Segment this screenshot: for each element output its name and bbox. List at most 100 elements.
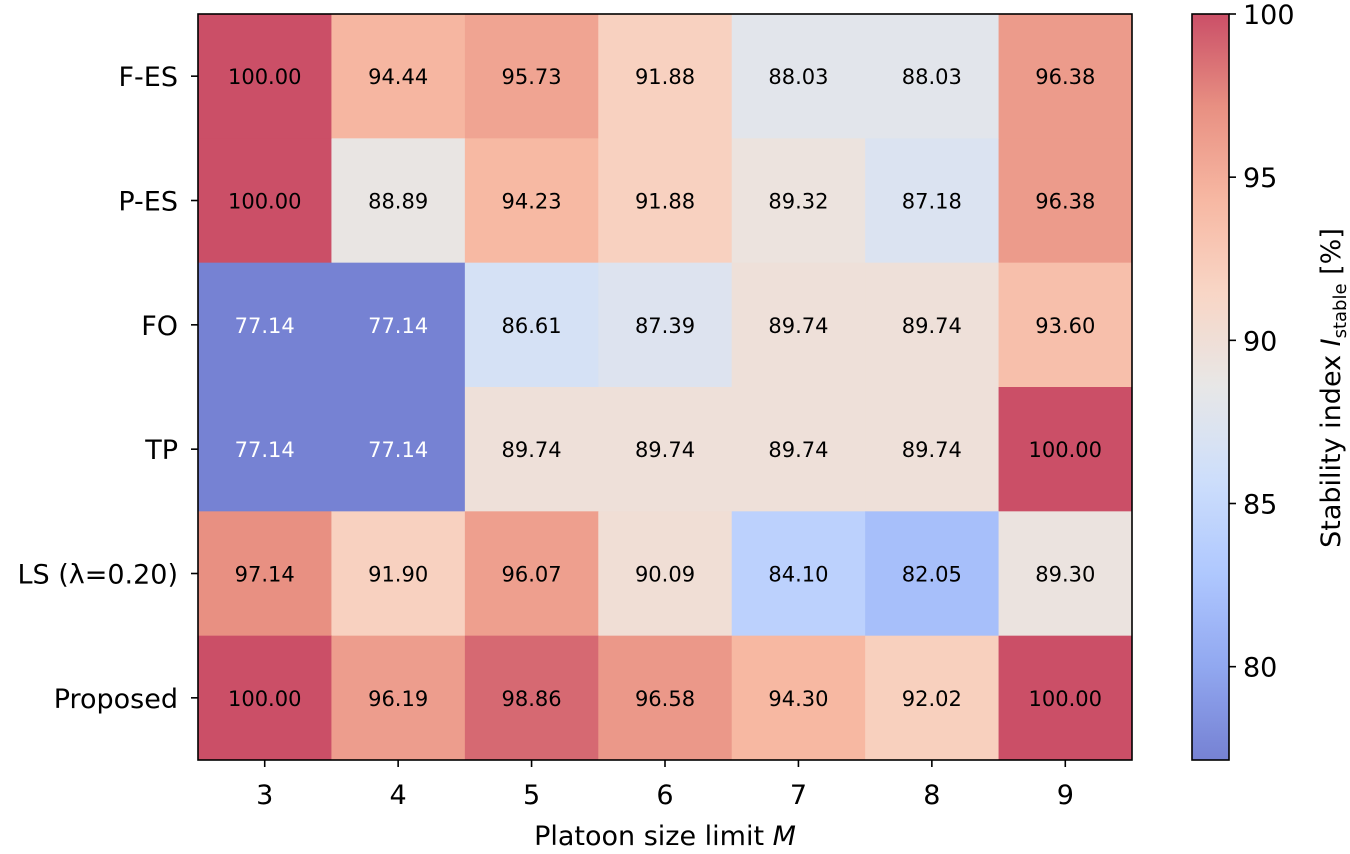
cell-value-label: 100.00 bbox=[228, 65, 301, 89]
colorbar-title: Stability index Istable [%] bbox=[1316, 228, 1350, 548]
cell-value-label: 100.00 bbox=[228, 687, 301, 711]
cell-value-label: 100.00 bbox=[228, 190, 301, 214]
heatmap-cell bbox=[464, 14, 599, 139]
x-tick-label: 3 bbox=[256, 780, 273, 811]
heatmap-cell bbox=[731, 262, 866, 388]
heatmap-cell bbox=[331, 387, 466, 512]
x-tick-label: 8 bbox=[923, 780, 940, 811]
cell-value-label: 94.44 bbox=[368, 65, 428, 89]
cell-value-label: 96.38 bbox=[1035, 65, 1095, 89]
cell-value-label: 89.74 bbox=[902, 314, 962, 338]
cell-value-label: 91.88 bbox=[635, 65, 695, 89]
cell-value-label: 77.14 bbox=[368, 438, 428, 462]
y-axis: F-ES P-ES FO TP LS (λ=0.20) Proposed bbox=[17, 62, 198, 715]
cell-value-label: 87.18 bbox=[902, 190, 962, 214]
cell-value-label: 88.89 bbox=[368, 190, 428, 214]
colorbar-tick-label: 95 bbox=[1243, 163, 1277, 194]
heatmap-cell bbox=[865, 138, 1000, 264]
cell-value-label: 89.30 bbox=[1035, 563, 1095, 587]
cell-value-label: 88.03 bbox=[902, 65, 962, 89]
heatmap-cell bbox=[731, 511, 866, 637]
heatmap-cell bbox=[464, 138, 599, 264]
heatmap-cell bbox=[731, 14, 866, 139]
cell-value-label: 77.14 bbox=[235, 438, 295, 462]
heatmap-cell bbox=[998, 14, 1133, 139]
x-tick-label: 4 bbox=[390, 780, 407, 811]
cell-value-label: 100.00 bbox=[1029, 438, 1102, 462]
cell-value-label: 89.74 bbox=[768, 438, 828, 462]
colorbar-tick-label: 80 bbox=[1243, 653, 1277, 684]
heatmap-cell bbox=[464, 262, 599, 388]
cell-value-label: 86.61 bbox=[502, 314, 562, 338]
heatmap-cell bbox=[998, 511, 1133, 637]
heatmap-cell bbox=[331, 262, 466, 388]
cell-value-label: 93.60 bbox=[1035, 314, 1095, 338]
colorbar-tick-label: 100 bbox=[1243, 0, 1295, 31]
heatmap-cell bbox=[198, 387, 332, 512]
cell-value-label: 95.73 bbox=[502, 65, 562, 89]
heatmap-cell bbox=[998, 387, 1133, 512]
heatmap-cell bbox=[998, 138, 1133, 264]
cell-value-label: 89.74 bbox=[502, 438, 562, 462]
cell-value-label: 96.07 bbox=[502, 563, 562, 587]
heatmap-cell bbox=[865, 14, 1000, 139]
heatmap-cell bbox=[865, 635, 1000, 761]
x-axis-title: Platoon size limit M bbox=[534, 821, 796, 852]
heatmap-cell bbox=[198, 511, 332, 637]
x-tick-label: 5 bbox=[523, 780, 540, 811]
colorbar-ticks: 80 85 90 95 100 bbox=[1229, 0, 1295, 684]
cell-value-label: 98.86 bbox=[502, 687, 562, 711]
heatmap-cell bbox=[598, 387, 733, 512]
cell-value-label: 89.74 bbox=[902, 438, 962, 462]
heatmap-cells bbox=[198, 14, 1133, 761]
cell-value-label: 88.03 bbox=[768, 65, 828, 89]
y-tick-label: F-ES bbox=[119, 62, 178, 93]
cell-value-label: 94.30 bbox=[768, 687, 828, 711]
heatmap-cell bbox=[331, 635, 466, 761]
cell-value-label: 82.05 bbox=[902, 563, 962, 587]
colorbar bbox=[1191, 13, 1230, 761]
cell-value-label: 89.32 bbox=[768, 190, 828, 214]
cell-value-label: 89.74 bbox=[768, 314, 828, 338]
heatmap-cell bbox=[598, 14, 733, 139]
heatmap-cell bbox=[198, 262, 332, 388]
cell-value-label: 96.38 bbox=[1035, 190, 1095, 214]
x-tick-label: 6 bbox=[656, 780, 673, 811]
heatmap-cell bbox=[198, 14, 332, 139]
heatmap-cell bbox=[598, 138, 733, 264]
heatmap-cell bbox=[598, 262, 733, 388]
cell-value-label: 96.19 bbox=[368, 687, 428, 711]
heatmap-cell bbox=[865, 387, 1000, 512]
cell-value-label: 77.14 bbox=[235, 314, 295, 338]
heatmap-cell bbox=[998, 262, 1133, 388]
heatmap-cell bbox=[198, 635, 332, 761]
cell-value-label: 92.02 bbox=[902, 687, 962, 711]
heatmap-cell bbox=[731, 635, 866, 761]
cell-value-label: 91.88 bbox=[635, 190, 695, 214]
heatmap-cell bbox=[331, 511, 466, 637]
y-tick-label: FO bbox=[141, 311, 178, 342]
heatmap-cell bbox=[331, 14, 466, 139]
y-tick-label: TP bbox=[144, 435, 178, 466]
heatmap-cell bbox=[731, 138, 866, 264]
cell-value-label: 77.14 bbox=[368, 314, 428, 338]
cell-value-label: 100.00 bbox=[1029, 687, 1102, 711]
cell-value-label: 84.10 bbox=[768, 563, 828, 587]
cell-value-label: 90.09 bbox=[635, 563, 695, 587]
cell-value-label: 91.90 bbox=[368, 563, 428, 587]
heatmap-cell bbox=[998, 635, 1133, 761]
heatmap-cell bbox=[598, 635, 733, 761]
y-tick-label: LS (λ=0.20) bbox=[17, 560, 178, 591]
heatmap-cell bbox=[464, 387, 599, 512]
heatmap-cell bbox=[865, 262, 1000, 388]
x-axis: 3 4 5 6 7 8 9 bbox=[256, 760, 1074, 811]
cell-value-label: 97.14 bbox=[235, 563, 295, 587]
heatmap-cell bbox=[331, 138, 466, 264]
y-tick-label: P-ES bbox=[118, 187, 178, 218]
cell-value-label: 96.58 bbox=[635, 687, 695, 711]
heatmap-cell bbox=[464, 511, 599, 637]
heatmap-cell bbox=[464, 635, 599, 761]
x-tick-label: 7 bbox=[790, 780, 807, 811]
heatmap-cell bbox=[865, 511, 1000, 637]
